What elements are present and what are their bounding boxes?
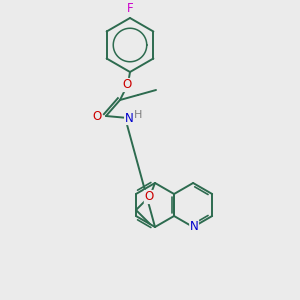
Text: F: F: [127, 2, 133, 16]
Text: O: O: [144, 190, 154, 203]
Text: N: N: [190, 220, 199, 232]
Text: N: N: [124, 112, 134, 124]
Text: O: O: [92, 110, 102, 124]
Text: O: O: [122, 79, 132, 92]
Text: H: H: [134, 110, 142, 120]
